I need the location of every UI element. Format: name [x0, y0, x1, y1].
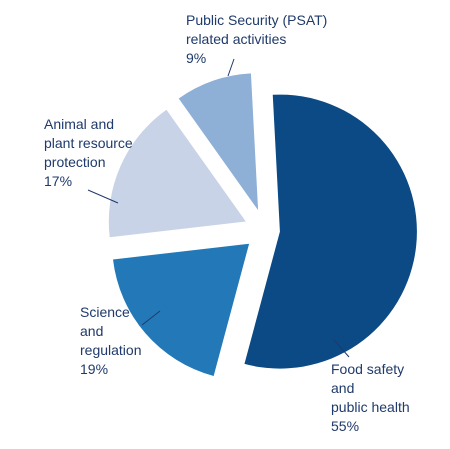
- label-psat-line-1: Public Security (PSAT): [186, 12, 327, 28]
- leader-science: [141, 310, 161, 326]
- label-science-line-2: and: [80, 323, 103, 339]
- label-animal-line-2: plant resource: [44, 135, 133, 151]
- label-food-safety-line-3: public health: [331, 399, 410, 415]
- label-animal-line-3: protection: [44, 154, 105, 170]
- leader-psat: [227, 58, 235, 77]
- label-animal-plant: Animal and plant resource protection 17%: [44, 116, 137, 189]
- label-psat-line-2: related activities: [186, 31, 286, 47]
- leader-animal: [87, 189, 119, 204]
- label-psat-value: 9%: [186, 50, 206, 66]
- label-animal-value: 17%: [44, 173, 72, 189]
- label-food-safety-line-1: Food safety: [331, 361, 404, 377]
- label-science-line-3: regulation: [80, 342, 142, 358]
- label-science-value: 19%: [80, 361, 108, 377]
- slice-science-regulation: [113, 243, 250, 377]
- pie-slices: [108, 73, 417, 377]
- label-food-safety-line-2: and: [331, 380, 354, 396]
- label-science-line-1: Science: [80, 304, 130, 320]
- label-food-safety: Food safety and public health 55%: [331, 361, 414, 434]
- slice-food-safety: [244, 94, 417, 369]
- leader-lines: [87, 58, 350, 358]
- leader-food-safety: [333, 339, 350, 358]
- label-animal-line-1: Animal and: [44, 116, 114, 132]
- slice-animal-plant: [108, 109, 246, 238]
- label-public-security: Public Security (PSAT) related activitie…: [186, 12, 331, 66]
- slice-public-security: [178, 73, 259, 211]
- label-science-regulation: Science and regulation 19%: [80, 304, 145, 377]
- label-food-safety-value: 55%: [331, 418, 359, 434]
